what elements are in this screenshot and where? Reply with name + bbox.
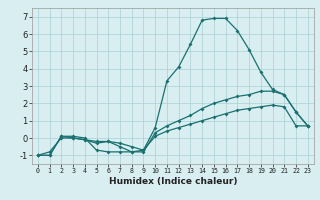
X-axis label: Humidex (Indice chaleur): Humidex (Indice chaleur) bbox=[108, 177, 237, 186]
